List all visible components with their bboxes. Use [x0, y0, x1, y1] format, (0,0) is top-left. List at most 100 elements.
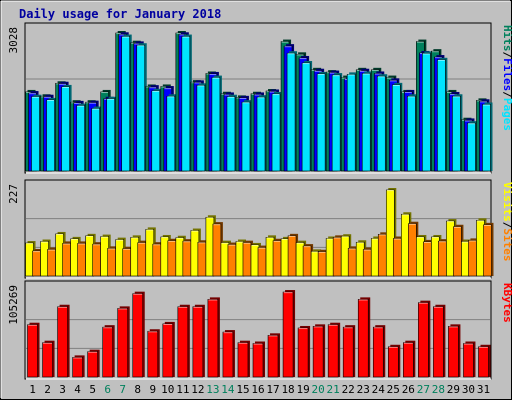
bar-kbytes-day-11	[177, 304, 190, 378]
bar-kbytes-day-30	[463, 341, 476, 378]
x-tick-label-11: 11	[176, 383, 189, 396]
x-tick-label-6: 6	[104, 383, 111, 396]
bar-pages-day-16	[256, 95, 267, 172]
bar-kbytes-day-5	[87, 349, 100, 378]
panel-1-ymax-label: 3028	[7, 27, 20, 54]
bar-kbytes-day-10	[162, 321, 175, 378]
x-tick-label-28: 28	[432, 383, 445, 396]
panel-1-legend: Hits/Files/Pages	[501, 25, 512, 131]
bar-pages-day-13	[211, 75, 222, 172]
bar-kbytes-day-3	[57, 304, 70, 378]
bar-kbytes-day-27	[418, 300, 431, 378]
x-tick-label-15: 15	[236, 383, 249, 396]
bar-pages-day-3	[61, 84, 72, 172]
legend-separator: /	[501, 91, 512, 98]
bar-kbytes-day-20	[312, 324, 326, 378]
bar-pages-day-19	[301, 60, 313, 172]
bar-pages-day-17	[271, 91, 283, 172]
x-tick-label-16: 16	[251, 383, 264, 396]
x-tick-label-7: 7	[119, 383, 126, 396]
bar-kbytes-day-29	[448, 324, 461, 378]
bar-kbytes-day-14	[222, 330, 235, 378]
bar-kbytes-day-18	[282, 290, 296, 378]
bar-pages-day-29	[452, 94, 463, 172]
bar-visits-day-25	[385, 188, 397, 277]
x-tick-label-20: 20	[312, 383, 325, 396]
bar-sites-day-31	[483, 222, 494, 277]
x-tick-label-25: 25	[387, 383, 400, 396]
legend-kbytes: KBytes	[501, 283, 512, 323]
x-tick-label-19: 19	[296, 383, 309, 396]
panel-2-legend: Visits/Sites	[501, 182, 512, 262]
panel-3-legend: KBytes	[501, 283, 512, 323]
panel-2-ymax-label: 227	[7, 184, 20, 204]
bar-pages-day-20	[316, 71, 328, 172]
bar-kbytes-day-21	[327, 322, 341, 378]
legend-hits: Hits	[501, 25, 512, 52]
x-tick-label-1: 1	[29, 383, 36, 396]
x-tick-label-30: 30	[462, 383, 475, 396]
bar-pages-day-1	[31, 94, 42, 172]
bar-kbytes-day-7	[117, 306, 130, 378]
x-tick-label-3: 3	[59, 383, 66, 396]
x-tick-label-31: 31	[477, 383, 490, 396]
bar-pages-day-28	[437, 57, 448, 172]
x-tick-label-21: 21	[327, 383, 340, 396]
x-tick-label-22: 22	[342, 383, 355, 396]
bar-pages-day-4	[76, 103, 87, 172]
bar-kbytes-day-24	[372, 325, 386, 378]
panel-3-ymax-label: 105269	[7, 285, 20, 325]
bar-kbytes-day-8	[132, 291, 145, 378]
bar-pages-day-18	[286, 51, 298, 172]
bar-pages-day-6	[106, 96, 117, 172]
bar-kbytes-day-1	[27, 322, 40, 378]
bar-pages-day-14	[226, 94, 237, 172]
x-tick-label-27: 27	[417, 383, 430, 396]
x-tick-label-17: 17	[266, 383, 279, 396]
bar-kbytes-day-13	[207, 297, 220, 378]
bar-kbytes-day-25	[387, 344, 401, 378]
bar-kbytes-day-23	[357, 297, 371, 378]
legend-separator: /	[501, 222, 512, 229]
bar-pages-day-10	[166, 94, 177, 172]
bar-kbytes-day-19	[297, 325, 311, 378]
bar-kbytes-day-4	[72, 355, 85, 378]
bar-pages-day-21	[331, 73, 343, 172]
bar-pages-day-27	[422, 51, 433, 172]
x-tick-label-9: 9	[149, 383, 156, 396]
bar-pages-day-24	[376, 74, 388, 172]
bar-pages-day-8	[136, 43, 147, 172]
x-tick-label-23: 23	[357, 383, 370, 396]
bar-kbytes-day-28	[433, 304, 446, 378]
legend-sites: Sites	[501, 228, 512, 261]
x-tick-label-2: 2	[44, 383, 51, 396]
legend-visits: Visits	[501, 182, 512, 222]
bar-pages-day-2	[46, 97, 57, 172]
bar-pages-day-9	[151, 88, 162, 172]
x-tick-label-13: 13	[206, 383, 219, 396]
bar-kbytes-day-16	[252, 341, 265, 378]
x-tick-label-12: 12	[191, 383, 204, 396]
bar-pages-day-30	[467, 121, 478, 172]
x-tick-label-10: 10	[161, 383, 174, 396]
bar-pages-day-5	[91, 106, 102, 172]
chart-title: Daily usage for January 2018	[19, 7, 221, 21]
bar-kbytes-day-31	[478, 344, 491, 378]
x-tick-label-29: 29	[447, 383, 460, 396]
legend-files: Files	[501, 58, 512, 91]
x-tick-label-24: 24	[372, 383, 386, 396]
bar-kbytes-day-9	[147, 329, 160, 378]
x-tick-label-18: 18	[281, 383, 294, 396]
bar-pages-day-7	[121, 34, 132, 172]
bar-kbytes-day-2	[42, 340, 55, 378]
x-tick-label-8: 8	[134, 383, 141, 396]
bar-pages-day-23	[361, 71, 373, 172]
bar-pages-day-12	[196, 83, 207, 172]
x-tick-label-26: 26	[402, 383, 415, 396]
bar-pages-day-15	[241, 100, 252, 172]
bar-pages-day-26	[407, 94, 418, 172]
bar-kbytes-day-12	[192, 304, 205, 378]
x-tick-label-14: 14	[221, 383, 235, 396]
